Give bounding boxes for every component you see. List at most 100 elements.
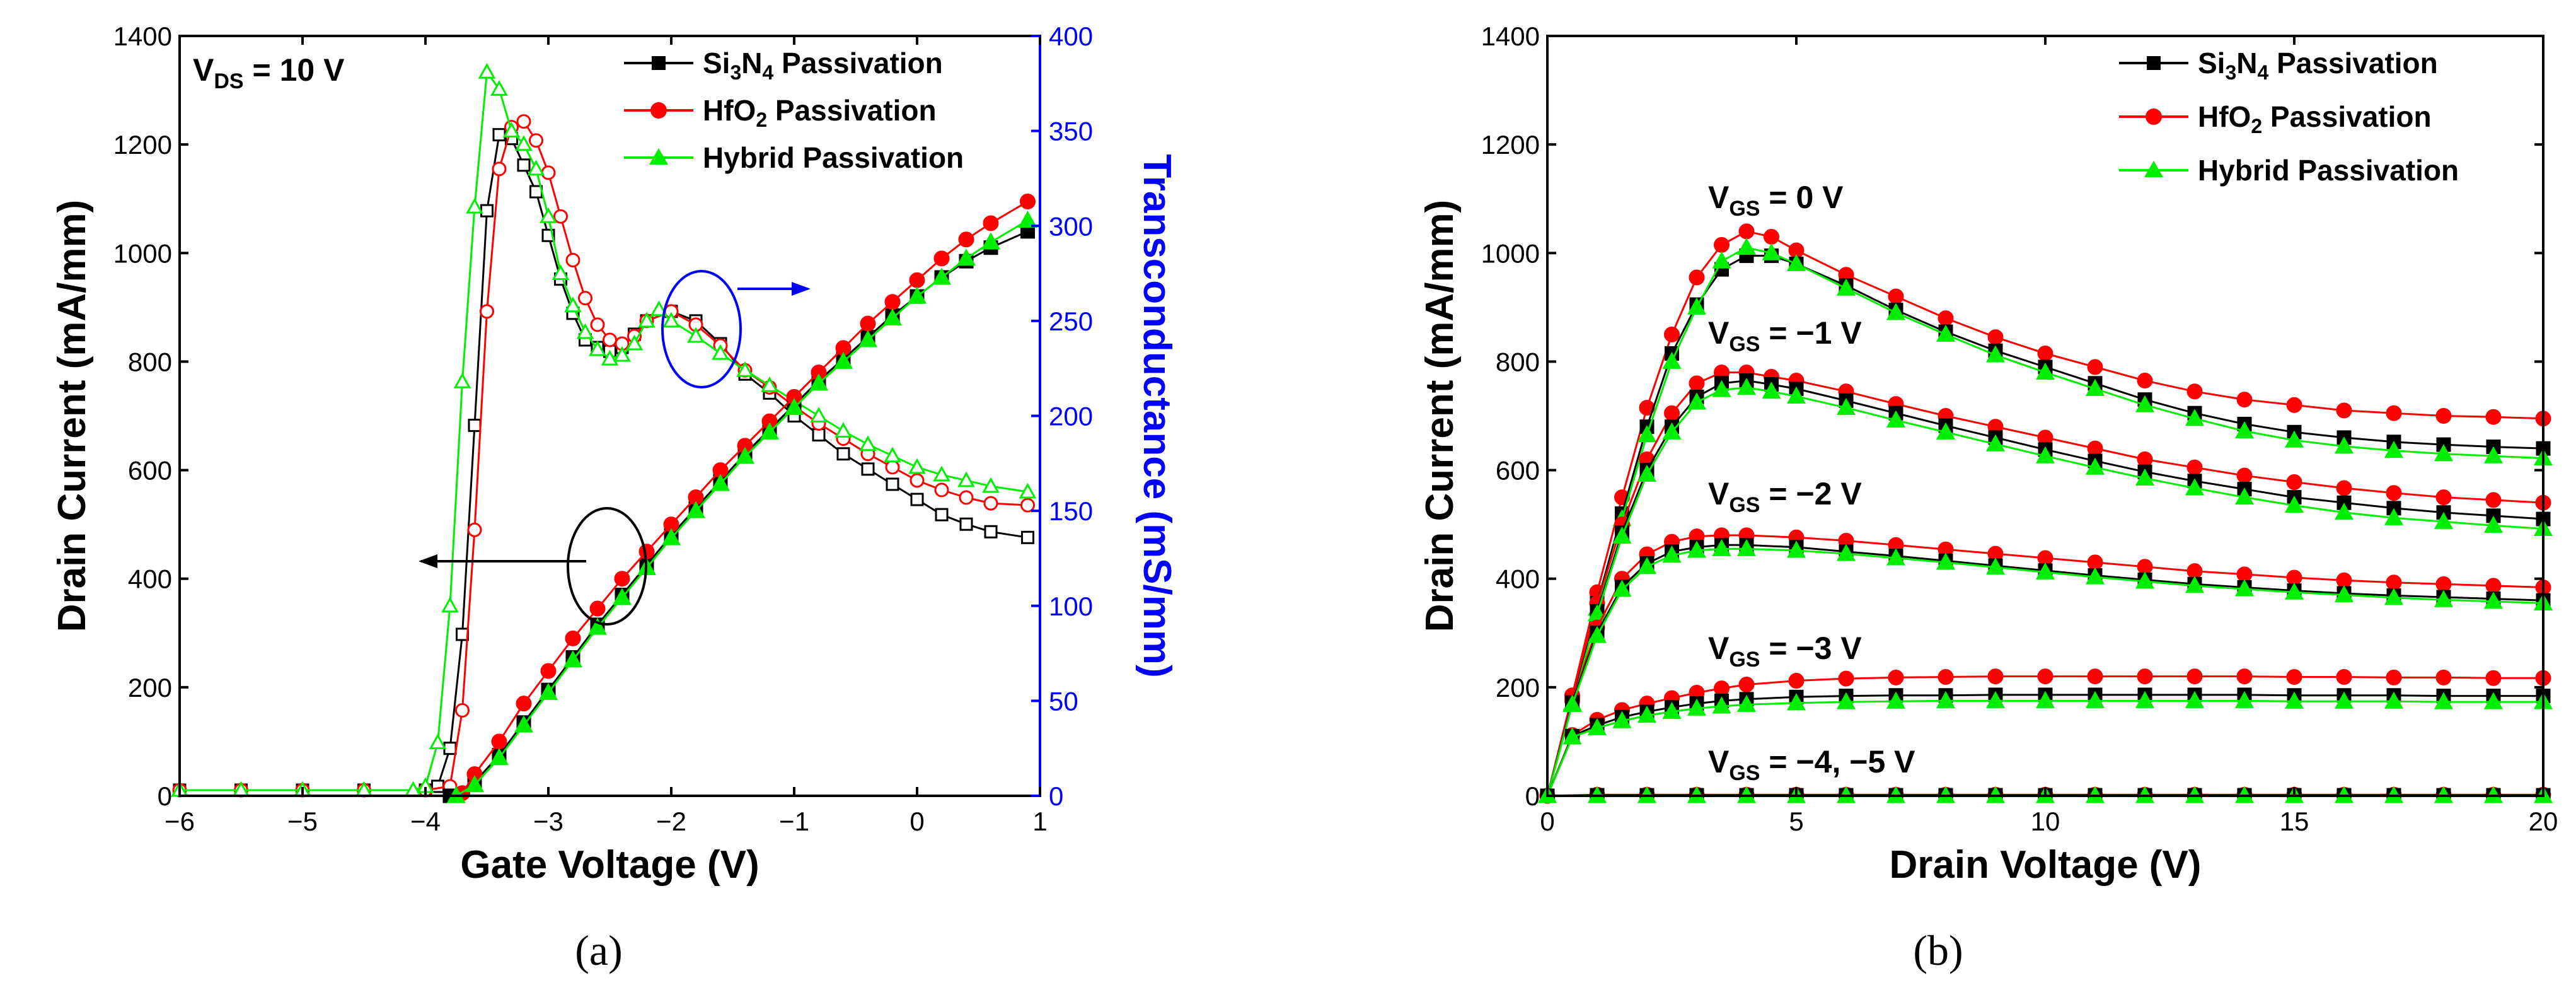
- out-hfo2-0-point-15: [2037, 346, 2053, 362]
- out-hybrid-2-point-8: [1736, 238, 1757, 255]
- legend-a-si3n4-t1: Si: [703, 47, 730, 79]
- out-hybrid-11-point-8: [1736, 694, 1757, 712]
- out-hfo2-0-point-20: [2286, 397, 2302, 413]
- out-hybrid-5-line: [1546, 387, 2544, 796]
- panel-a-y2tick-label-1: 50: [1049, 686, 1078, 716]
- gm-hybrid-point-27: [712, 344, 729, 360]
- id-hybrid-point-1: [465, 775, 485, 793]
- out-hybrid-5-point-21: [2334, 503, 2354, 520]
- out-hybrid-11-point-1: [1562, 727, 1582, 745]
- gm-hfo2-point-18: [603, 332, 617, 347]
- out-hybrid-2-point-18: [2185, 409, 2205, 426]
- out-hybrid-2-point-13: [1936, 324, 1956, 342]
- out-hybrid-5-point-20: [2284, 495, 2304, 513]
- gm-hybrid-point-34: [884, 446, 901, 463]
- out-hfo2-3-line: [1546, 371, 2544, 796]
- out-hfo2-0-line: [1546, 230, 2544, 796]
- id-hfo2-point-2: [491, 733, 507, 750]
- out-hybrid-11-point-14: [2035, 691, 2055, 708]
- out-hybrid-11-point-4: [1637, 706, 1657, 723]
- legend-a-hfo2-label: HfO2 Passivation: [703, 94, 937, 131]
- gm-hfo2-point-11: [516, 114, 531, 129]
- vgs-0-tail: = 0 V: [1760, 180, 1844, 215]
- gm-hybrid-point-18: [576, 323, 594, 339]
- panel-a-xtick-label-1: −5: [287, 807, 318, 836]
- gm-hybrid-point-13: [515, 135, 533, 151]
- out-hybrid-11-point-5: [1662, 702, 1682, 720]
- out-hfo2-3-point-23: [2435, 489, 2452, 506]
- id-hfo2-point-21: [958, 231, 974, 248]
- id-hybrid-point-2: [489, 748, 509, 766]
- out-hybrid-11-point-11: [1886, 691, 1906, 709]
- id-hfo2-point-6: [589, 600, 606, 617]
- id-hybrid-point-3: [514, 715, 534, 733]
- legend-b: Si3N4 Passivation HfO2 Passivation Hybri…: [2119, 47, 2459, 187]
- legend-b-hfo2-t1: HfO: [2198, 100, 2251, 133]
- out-hybrid-2-point-17: [2135, 395, 2155, 412]
- panel-a-y2tick-label-3: 150: [1049, 496, 1093, 526]
- out-hybrid-2-point-14: [1985, 345, 2006, 363]
- id-hybrid-point-13: [760, 422, 780, 440]
- out-hfo2-0-point-13: [1938, 310, 1954, 327]
- out-hybrid-5-point-11: [1836, 398, 1856, 416]
- out-hybrid-8-point-13: [1985, 557, 2006, 575]
- out-hybrid-8-point-16: [2135, 571, 2155, 589]
- out-hfo2-9-point-10: [1838, 670, 1854, 687]
- vds-base: V: [193, 52, 214, 88]
- gm-si3n4-point-33: [910, 492, 924, 506]
- legend-a-si3n4-t4: 4: [763, 61, 774, 84]
- out-hfo2-9-point-9: [1788, 673, 1805, 689]
- out-hfo2-0-point-6: [1689, 269, 1705, 286]
- panel-b-label: (b): [1913, 926, 1963, 974]
- panel-a-y2tick-label-0: 0: [1049, 781, 1063, 811]
- legend-b-si3n4-marker: [2147, 56, 2161, 70]
- panel-a-xtick-label-0: −6: [165, 807, 195, 836]
- out-hybrid-2-point-7: [1712, 251, 1731, 269]
- legend-a-hfo2-marker: [650, 102, 667, 119]
- out-hybrid-2-point-15: [2035, 363, 2055, 380]
- out-hfo2-0-point-23: [2435, 408, 2452, 424]
- gm-hfo2-point-14: [553, 209, 568, 224]
- out-hybrid-5-point-18: [2185, 478, 2205, 496]
- panel-b-xlabel: Drain Voltage (V): [1890, 843, 2202, 887]
- out-hybrid-5-point-19: [2234, 487, 2255, 505]
- gm-hybrid-point-26: [687, 327, 705, 343]
- out-hybrid-11-point-9: [1786, 693, 1806, 711]
- out-hfo2-9-point-23: [2485, 670, 2502, 686]
- panel-a-xtick-label-3: −3: [533, 807, 563, 836]
- gm-curves-circle: [661, 270, 742, 388]
- out-hfo2-9-point-14: [2037, 668, 2053, 685]
- id-curves-circle: [567, 507, 647, 626]
- gm-hybrid-point-10: [478, 62, 496, 79]
- panel-b-xtick-label-1: 5: [1789, 807, 1803, 836]
- panel-a-curves: [171, 62, 1037, 803]
- out-hfo2-9-point-17: [2186, 668, 2203, 685]
- vgs-3-sub: GS: [1729, 648, 1760, 672]
- panel-b-xtick-label-0: 0: [1540, 807, 1554, 836]
- vds-tail: = 10 V: [244, 52, 345, 88]
- gm-hybrid-point-20: [601, 349, 619, 366]
- vgs-3-base: V: [1708, 631, 1730, 666]
- out-hybrid-11-point-12: [1936, 691, 1956, 708]
- gm-hfo2-point-12: [529, 133, 543, 148]
- gm-si3n4-point-5: [431, 779, 444, 793]
- id-hybrid-point-9: [661, 528, 681, 545]
- out-hfo2-0-point-12: [1888, 288, 1904, 305]
- id-hybrid-point-19: [907, 286, 927, 304]
- gm-hybrid-point-25: [662, 312, 680, 328]
- panel-b-ytick-label-4: 800: [1496, 347, 1540, 376]
- out-hybrid-2-point-23: [2434, 444, 2454, 462]
- out-hybrid-2-point-20: [2284, 430, 2304, 448]
- out-hfo2-9-point-13: [1987, 668, 2004, 685]
- vgs-label-3: VGS = −3 V: [1708, 631, 1862, 672]
- legend-a-hfo2: HfO2 Passivation: [624, 94, 937, 131]
- gm-si3n4-point-34: [935, 508, 949, 522]
- gm-hfo2-point-33: [934, 482, 949, 498]
- out-hybrid-5-point-12: [1886, 410, 1906, 428]
- gm-si3n4-point-37: [1021, 530, 1034, 544]
- out-hybrid-5-point-17: [2135, 468, 2155, 486]
- out-hfo2-6-point-21: [2386, 574, 2402, 591]
- vgs-2-base: V: [1708, 476, 1730, 511]
- out-hfo2-0-point-21: [2336, 402, 2352, 419]
